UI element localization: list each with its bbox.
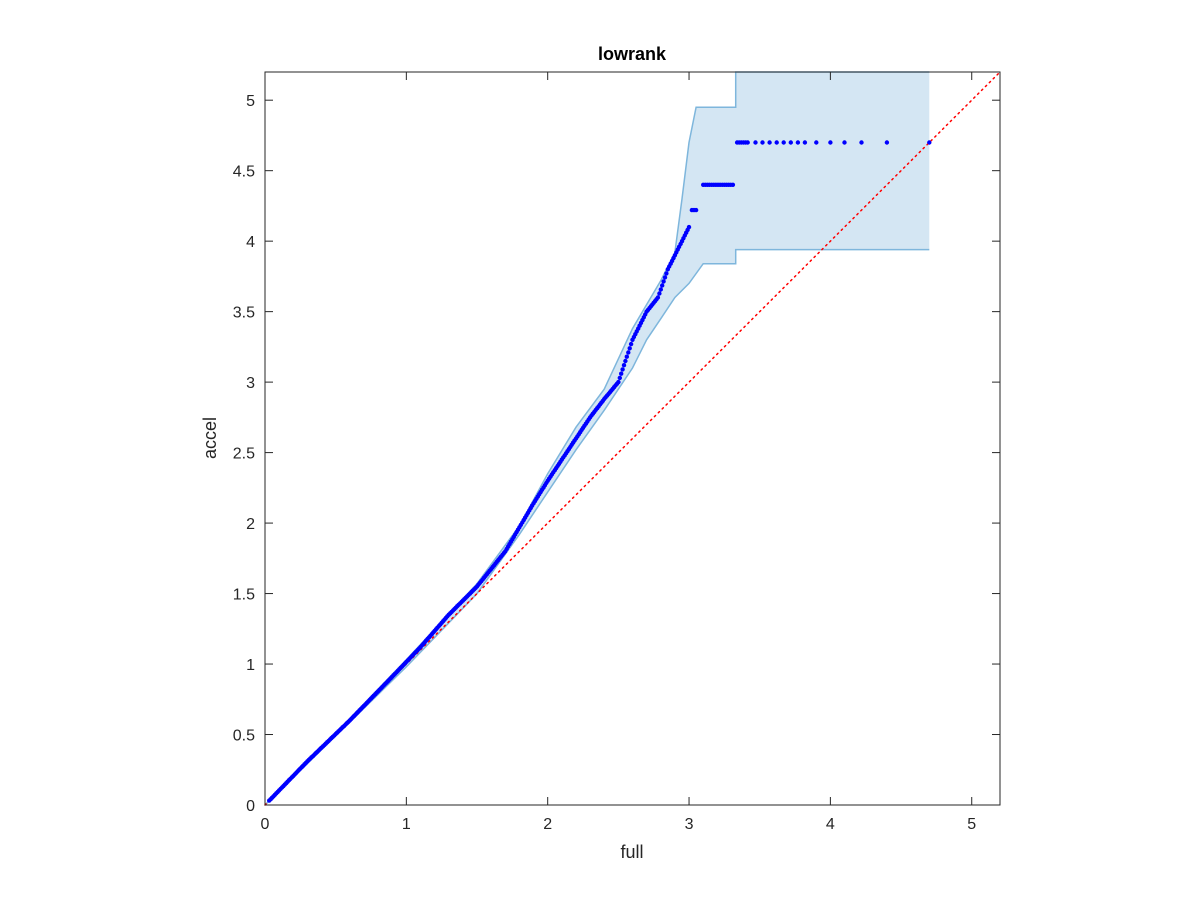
data-point (745, 140, 750, 145)
data-point (753, 140, 758, 145)
y-tick-label: 0.5 (233, 728, 255, 745)
y-tick-label: 3.5 (233, 305, 255, 322)
y-tick-label: 4.5 (233, 164, 255, 181)
reference-line-y-equals-x (264, 71, 1001, 806)
data-point (623, 358, 628, 364)
data-point (655, 295, 661, 300)
data-point (627, 346, 632, 351)
data-point (657, 291, 662, 296)
y-tick-label: 5 (246, 93, 255, 110)
reference-line (264, 71, 1001, 806)
y-tick-label: 1.5 (233, 587, 255, 604)
data-point (616, 379, 621, 385)
data-point (774, 140, 779, 145)
data-point (664, 271, 669, 276)
data-point (662, 275, 668, 280)
data-point (619, 371, 624, 376)
data-point (781, 140, 786, 145)
chart-title: lowrank (598, 44, 667, 64)
data-points (267, 140, 932, 803)
data-point (884, 140, 890, 145)
y-tick-label: 4 (246, 234, 255, 251)
data-point (814, 140, 819, 145)
x-tick-label: 0 (261, 816, 270, 833)
data-point (842, 140, 847, 145)
data-point (730, 182, 736, 187)
y-tick-label: 1 (246, 657, 255, 674)
data-point (661, 279, 666, 284)
y-tick-label: 3 (246, 375, 255, 392)
data-point (859, 140, 864, 145)
data-point (795, 140, 801, 145)
data-point (760, 140, 765, 145)
data-point (617, 375, 622, 381)
axes-box (264, 71, 1001, 806)
data-point (620, 367, 625, 372)
data-point (927, 140, 932, 145)
data-point (626, 350, 631, 355)
data-point (828, 140, 833, 145)
axis-ticks: 0 1 2 3 4 5 0 0.5 1 1.5 2 2.5 3 3.5 4 4.5 5 (233, 72, 1000, 833)
x-tick-label: 1 (402, 816, 411, 833)
y-tick-label: 2.5 (233, 446, 255, 463)
x-tick-label: 2 (543, 816, 552, 833)
data-point (686, 224, 692, 230)
y-tick-label: 0 (246, 798, 255, 815)
data-point (624, 354, 629, 359)
x-tick-label: 3 (685, 816, 694, 833)
data-point (621, 363, 627, 368)
band-fill (265, 72, 930, 805)
data-point (660, 283, 665, 288)
data-point (767, 140, 772, 145)
y-axis-label: accel (200, 417, 220, 459)
data-point (788, 140, 793, 145)
x-axis-label: full (620, 842, 643, 862)
data-point (693, 207, 699, 213)
x-tick-label: 5 (967, 816, 976, 833)
data-point (658, 287, 663, 292)
data-point (802, 140, 808, 145)
x-tick-label: 4 (826, 816, 835, 833)
y-tick-label: 2 (246, 516, 255, 533)
data-point (628, 341, 634, 347)
